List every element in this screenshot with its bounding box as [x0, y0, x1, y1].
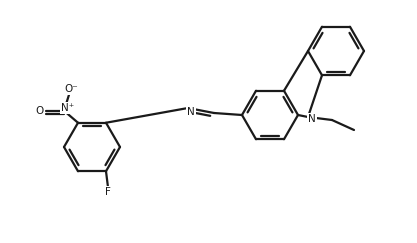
- Text: N: N: [308, 114, 316, 124]
- Text: N⁺: N⁺: [61, 103, 75, 113]
- Text: O: O: [36, 106, 44, 116]
- Text: F: F: [105, 187, 111, 197]
- Text: O⁻: O⁻: [64, 84, 78, 94]
- Text: N: N: [187, 107, 195, 117]
